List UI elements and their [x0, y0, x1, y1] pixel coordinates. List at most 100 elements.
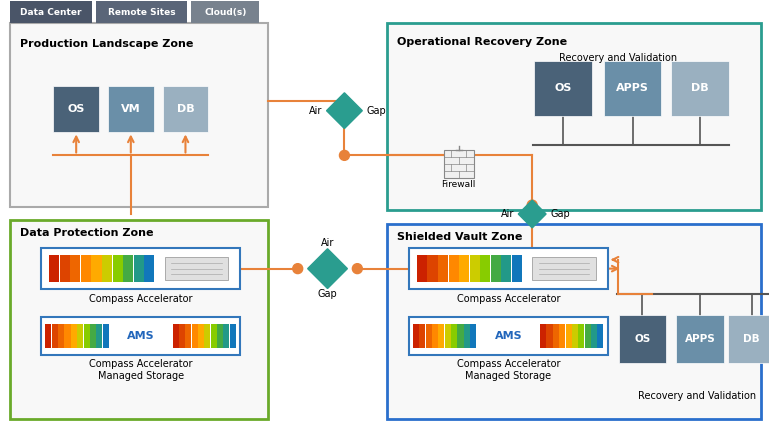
Bar	[553, 324, 559, 348]
Bar	[46, 324, 52, 348]
Bar	[58, 324, 64, 348]
Bar	[449, 255, 459, 282]
Text: Gap: Gap	[317, 289, 337, 299]
Polygon shape	[518, 200, 546, 228]
Bar	[42, 317, 240, 355]
Text: OS: OS	[67, 104, 85, 114]
Text: Recovery and Validation: Recovery and Validation	[559, 53, 677, 63]
Bar	[491, 255, 501, 282]
Text: Data Protection Zone: Data Protection Zone	[19, 228, 153, 238]
Text: OS: OS	[635, 334, 651, 344]
Bar	[428, 255, 438, 282]
Text: DB: DB	[177, 104, 195, 114]
Bar	[205, 324, 211, 348]
Bar	[445, 324, 451, 348]
Bar	[198, 324, 204, 348]
Polygon shape	[327, 93, 362, 129]
Bar	[77, 324, 83, 348]
Bar	[113, 255, 123, 282]
Text: AMS: AMS	[127, 331, 154, 341]
Text: Remote Sites: Remote Sites	[108, 8, 175, 17]
Bar	[409, 248, 608, 290]
Bar	[134, 255, 144, 282]
Text: DB: DB	[691, 83, 709, 93]
Bar	[559, 324, 565, 348]
Bar	[409, 317, 608, 355]
Circle shape	[293, 264, 303, 273]
Bar	[164, 257, 229, 280]
Text: Compass Accelerator: Compass Accelerator	[456, 359, 560, 369]
Bar	[470, 324, 476, 348]
Bar	[123, 255, 133, 282]
Bar	[534, 61, 592, 115]
Bar	[185, 324, 191, 348]
Circle shape	[352, 264, 362, 273]
Circle shape	[340, 96, 350, 106]
Bar	[108, 86, 154, 132]
Bar	[604, 61, 662, 115]
Text: Operational Recovery Zone: Operational Recovery Zone	[397, 37, 567, 47]
Bar	[144, 255, 154, 282]
Bar	[728, 315, 772, 363]
Bar	[70, 255, 80, 282]
Text: Gap: Gap	[366, 106, 386, 116]
Bar	[444, 150, 473, 178]
Text: Air: Air	[310, 106, 323, 116]
Bar	[578, 324, 584, 348]
Text: Recovery and Validation: Recovery and Validation	[638, 391, 756, 401]
Bar	[425, 324, 432, 348]
Text: Gap: Gap	[550, 209, 570, 219]
Text: Managed Storage: Managed Storage	[98, 371, 184, 381]
Text: Firewall: Firewall	[442, 180, 476, 189]
Bar	[102, 255, 112, 282]
Bar	[103, 324, 109, 348]
Bar	[458, 324, 463, 348]
Bar	[9, 23, 268, 207]
Bar	[512, 255, 522, 282]
Text: AMS: AMS	[495, 331, 522, 341]
Bar	[501, 255, 511, 282]
Text: Compass Accelerator: Compass Accelerator	[456, 294, 560, 305]
Bar	[230, 324, 235, 348]
Bar	[676, 315, 724, 363]
Bar	[540, 324, 547, 348]
Bar	[60, 255, 70, 282]
Bar	[53, 86, 99, 132]
Bar	[413, 324, 419, 348]
Text: Compass Accelerator: Compass Accelerator	[89, 359, 192, 369]
Text: Air: Air	[501, 209, 514, 219]
Bar	[598, 324, 604, 348]
Bar	[572, 324, 578, 348]
Polygon shape	[308, 249, 347, 288]
Bar	[438, 324, 445, 348]
Circle shape	[527, 200, 537, 210]
Bar	[387, 224, 760, 419]
Bar	[464, 324, 470, 348]
Bar	[9, 1, 92, 23]
Bar	[81, 255, 91, 282]
Bar	[52, 324, 58, 348]
Bar	[451, 324, 457, 348]
Bar	[71, 324, 77, 348]
Bar	[90, 324, 96, 348]
Bar	[432, 324, 438, 348]
Bar	[419, 324, 425, 348]
Bar	[438, 255, 448, 282]
Bar	[96, 1, 188, 23]
Bar	[83, 324, 90, 348]
Bar	[459, 255, 469, 282]
Bar	[191, 1, 259, 23]
Bar	[217, 324, 223, 348]
Text: Production Landscape Zone: Production Landscape Zone	[19, 39, 193, 49]
Bar	[532, 257, 596, 280]
Bar	[64, 324, 70, 348]
Bar	[179, 324, 185, 348]
Bar	[618, 315, 666, 363]
Bar	[42, 248, 240, 290]
Text: Data Center: Data Center	[20, 8, 82, 17]
Bar	[547, 324, 553, 348]
Bar	[91, 255, 101, 282]
Text: OS: OS	[554, 83, 572, 93]
Bar	[584, 324, 591, 348]
Text: Air: Air	[321, 238, 334, 248]
